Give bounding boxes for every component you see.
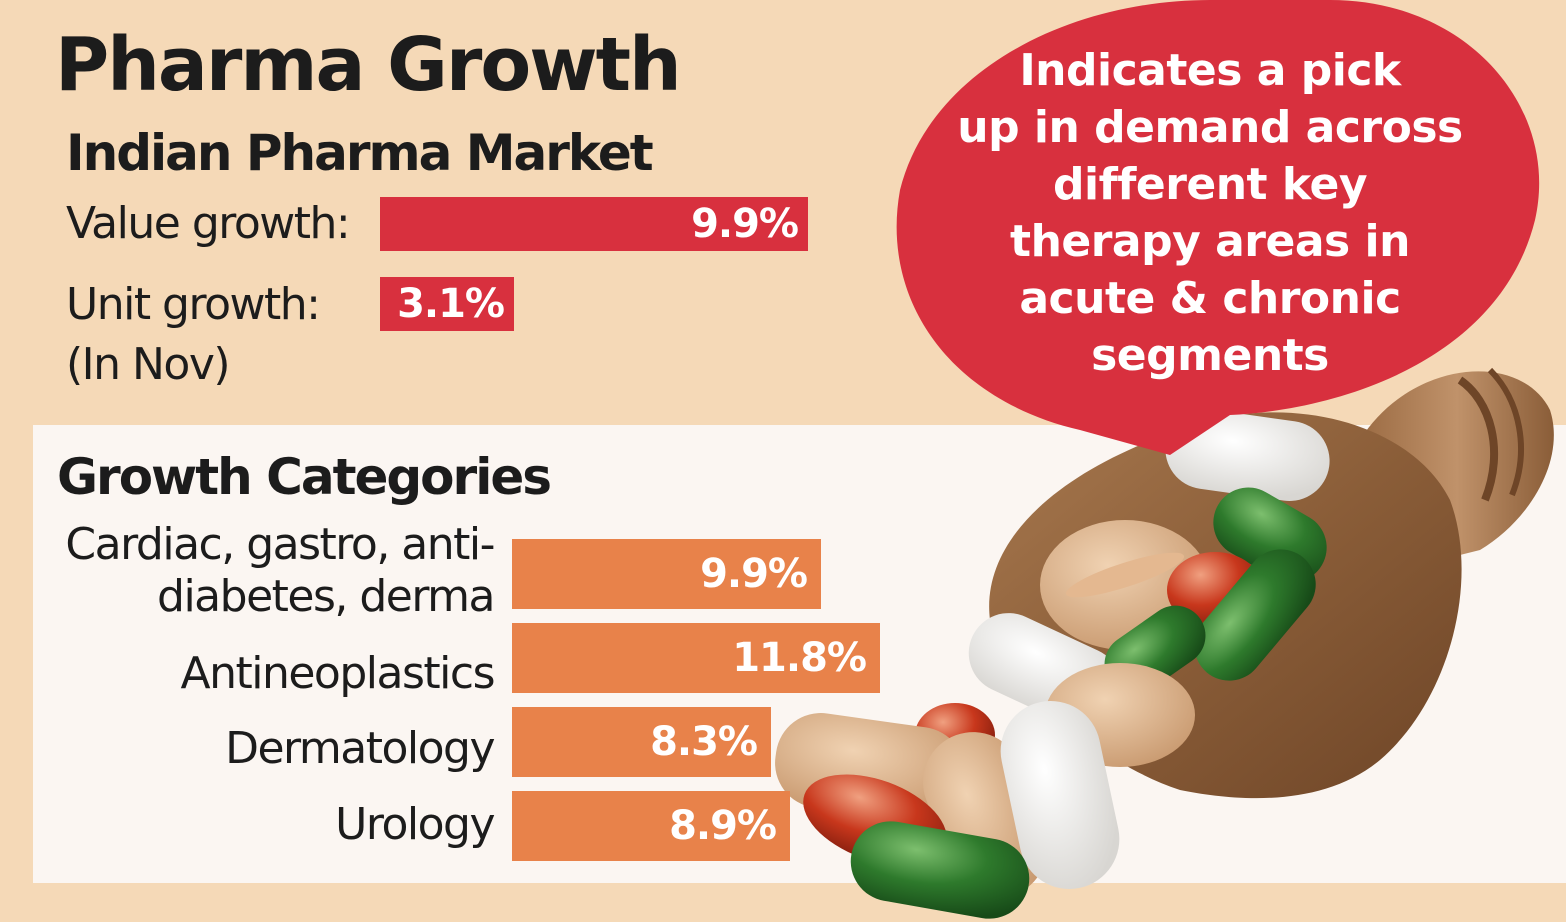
category-value: 9.9% bbox=[700, 551, 808, 597]
unit-growth-label: Unit growth: bbox=[66, 279, 321, 330]
callout-line: different key bbox=[1052, 159, 1368, 210]
unit-growth-bar: 3.1% bbox=[380, 277, 514, 331]
callout-line: acute & chronic bbox=[1019, 273, 1401, 324]
category-bar: 11.8% bbox=[512, 623, 880, 693]
pills-illustration bbox=[775, 367, 1554, 919]
page-title: Pharma Growth bbox=[55, 22, 682, 108]
category-bar: 8.9% bbox=[512, 791, 790, 861]
market-subtitle: Indian Pharma Market bbox=[66, 124, 654, 182]
category-label: Urology bbox=[335, 799, 495, 850]
category-label: Antineoplastics bbox=[180, 648, 496, 699]
period-note: (In Nov) bbox=[66, 339, 231, 390]
category-value: 11.8% bbox=[732, 635, 867, 681]
category-label: Cardiac, gastro, anti- diabetes, derma bbox=[65, 519, 495, 622]
category-bar: 9.9% bbox=[512, 539, 821, 609]
callout-line: up in demand across bbox=[957, 102, 1463, 153]
value-growth-value: 9.9% bbox=[691, 201, 799, 247]
unit-growth-value: 3.1% bbox=[397, 281, 505, 327]
callout-line: Indicates a pick bbox=[1019, 45, 1401, 96]
category-value: 8.3% bbox=[650, 719, 758, 765]
category-bar: 8.3% bbox=[512, 707, 771, 777]
value-growth-label: Value growth: bbox=[66, 198, 351, 249]
callout-line: therapy areas in bbox=[1010, 216, 1410, 267]
value-growth-bar: 9.9% bbox=[380, 197, 808, 251]
category-label: Dermatology bbox=[225, 723, 495, 774]
callout-text: Indicates a pick up in demand across dif… bbox=[900, 42, 1520, 384]
callout-line: segments bbox=[1091, 330, 1329, 381]
categories-title: Growth Categories bbox=[57, 448, 552, 506]
category-value: 8.9% bbox=[669, 803, 777, 849]
